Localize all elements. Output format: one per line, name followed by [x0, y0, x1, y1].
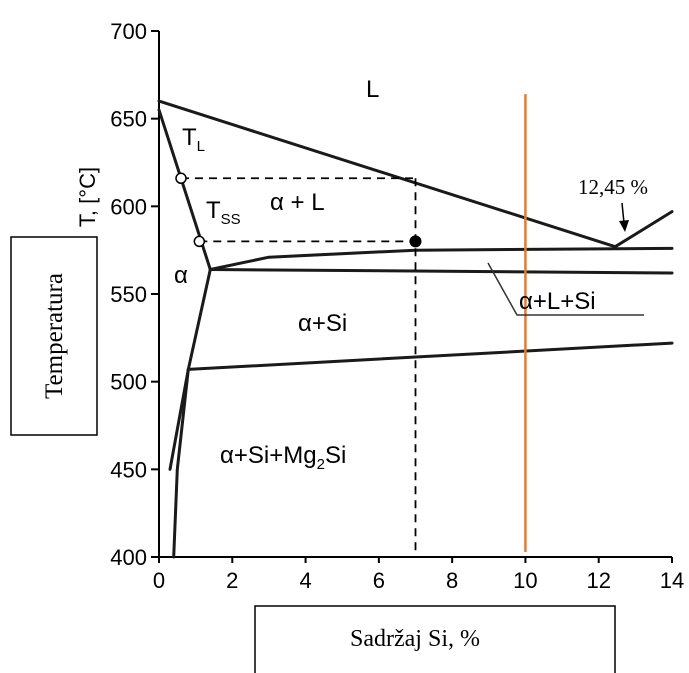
- x-tick-label: 4: [299, 568, 311, 593]
- label-tl: TL: [182, 124, 205, 155]
- eutectic-arrow-head: [619, 220, 629, 232]
- label-tss-sub: SS: [221, 211, 241, 228]
- eutectic-arrow-shaft: [621, 202, 625, 224]
- x-tick-label: 6: [373, 568, 385, 593]
- y-tick-label: 700: [110, 19, 147, 44]
- curve-eutectic-lower: [208, 268, 674, 275]
- x-tick-label: 0: [153, 568, 165, 593]
- label-tss-main: T: [206, 197, 221, 224]
- y-tick-label: 550: [110, 282, 147, 307]
- label-eutectic: 12,45 %: [578, 175, 648, 199]
- y-ticks: 400 450 500 550 600 650 700: [110, 19, 159, 570]
- x-tick-label: 2: [226, 568, 238, 593]
- curve-liquidus: [157, 99, 674, 249]
- x-tick-label: 12: [586, 568, 610, 593]
- curve-solvus-si-mg: [186, 341, 674, 371]
- y-tick-label: 600: [110, 194, 147, 219]
- alpha-l-si-leader: [487, 262, 644, 316]
- y-box: [10, 236, 98, 436]
- marker-alloy-point: [409, 235, 422, 248]
- region-label-alpha-si: α+Si: [298, 310, 347, 337]
- x-tick-label: 14: [660, 568, 684, 593]
- curve-eutectic-upper: [208, 246, 674, 271]
- region-label-liquid: L: [366, 76, 379, 103]
- y-tick-label: 650: [110, 107, 147, 132]
- marker-tss-point: [193, 235, 206, 248]
- x-tick-label: 8: [446, 568, 458, 593]
- label-tl-sub: L: [197, 138, 205, 155]
- region-label-alpha: α: [174, 262, 188, 289]
- label-tss: TSS: [206, 197, 241, 228]
- y-axis-label: T, [°C]: [75, 167, 100, 227]
- marker-tl-point: [175, 172, 187, 185]
- region-label-alpha-l-si: α+L+Si: [519, 288, 596, 315]
- x-tick-label: 10: [513, 568, 537, 593]
- x-box: [254, 605, 616, 673]
- markers: [175, 172, 422, 248]
- phase-boundaries: [157, 99, 674, 559]
- y-tick-label: 450: [110, 457, 147, 482]
- region-label-alpha-si-mg2si-tail: Si: [325, 442, 346, 469]
- region-label-alpha-si-mg2si-main: α+Si+Mg: [220, 442, 317, 469]
- y-tick-label: 400: [110, 545, 147, 570]
- region-label-alpha-si-mg2si: α+Si+Mg2Si: [220, 442, 346, 473]
- x-ticks: 0 2 4 6 8 10 12 14: [153, 557, 684, 593]
- y-tick-label: 500: [110, 370, 147, 395]
- x-box-label: Sadržaj Si, %: [350, 626, 480, 652]
- region-label-alpha-si-mg2si-sub: 2: [317, 456, 325, 473]
- region-label-alpha-liquid: α + L: [270, 189, 325, 216]
- label-tl-main: T: [182, 124, 197, 151]
- y-box-label: Temperatura: [41, 273, 68, 399]
- curve-left-boundary: [172, 367, 190, 559]
